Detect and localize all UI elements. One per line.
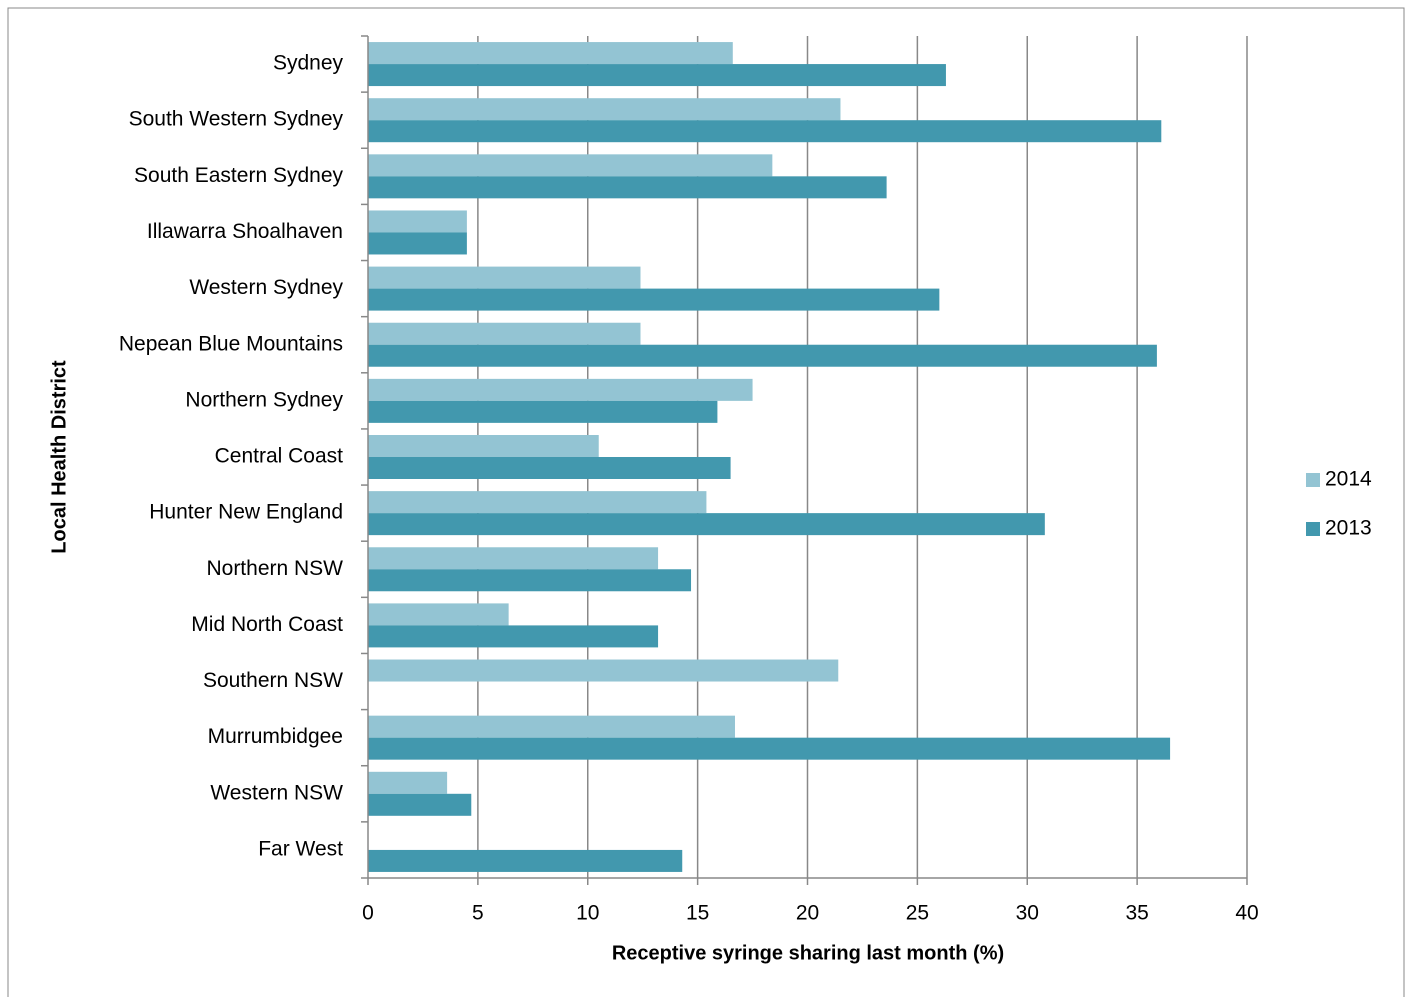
bar [368,491,707,514]
bar [368,98,841,121]
y-tick-label: Southern NSW [203,669,343,692]
x-tick-label: 40 [1235,902,1258,925]
y-tick-label: Far West [258,837,343,860]
bar [368,64,946,87]
bar [368,793,472,816]
bar [368,400,718,423]
y-tick-label: Western NSW [210,781,343,804]
y-tick-label: Northern Sydney [185,388,343,411]
x-axis-title: Receptive syringe sharing last month (%) [612,942,1004,964]
bar [368,176,887,199]
bar [368,435,599,457]
x-tick-label: 30 [1016,902,1039,925]
legend-swatch [1306,522,1320,536]
y-tick-label: Northern NSW [206,557,343,580]
bar [368,120,1162,143]
bar [368,625,659,648]
bar [368,288,940,311]
bar [368,266,641,289]
bar [368,513,1045,536]
y-tick-label: South Eastern Sydney [134,164,343,187]
bar [368,603,509,626]
bar [368,210,467,233]
bar [368,154,773,177]
y-tick-label: Hunter New England [149,501,343,524]
bar [368,232,467,255]
x-tick-label: 5 [472,902,484,925]
x-tick-label: 35 [1125,902,1148,925]
legend-label: 2013 [1325,517,1372,540]
bar [368,771,448,794]
bar [368,322,641,345]
bar [368,849,683,872]
bar [368,457,731,479]
x-tick-label: 15 [686,902,709,925]
y-tick-label: Sydney [273,52,344,75]
bar [368,715,735,738]
y-tick-label: Nepean Blue Mountains [119,332,343,355]
bar [368,737,1171,760]
legend-swatch [1306,473,1320,487]
y-tick-label: Illawarra Shoalhaven [147,220,343,243]
bar [368,569,692,592]
y-tick-label: Murrumbidgee [208,725,343,748]
bar [368,378,753,401]
y-tick-label: Mid North Coast [191,613,343,636]
y-tick-label: Central Coast [215,445,344,468]
bar [368,344,1157,367]
bar [368,659,839,682]
y-tick-label: South Western Sydney [129,108,344,131]
x-tick-label: 10 [576,902,599,925]
y-axis-title: Local Health District [48,360,70,554]
y-tick-label: Western Sydney [189,276,343,299]
bar [368,547,659,570]
bar [368,42,733,65]
x-tick-label: 25 [906,902,929,925]
x-tick-label: 20 [796,902,819,925]
x-tick-label: 0 [362,902,374,925]
legend-label: 2014 [1325,468,1372,491]
